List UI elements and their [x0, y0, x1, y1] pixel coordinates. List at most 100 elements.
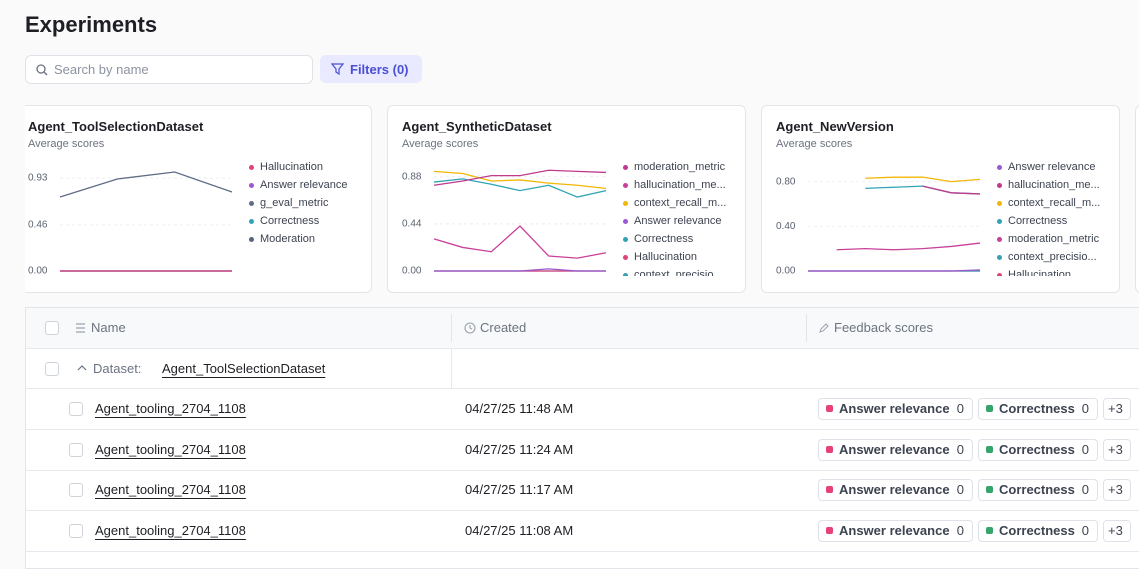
score-color	[986, 486, 993, 493]
column-header: Created	[480, 320, 527, 335]
collapse-caret[interactable]	[77, 364, 87, 372]
legend-label: Hallucination	[1008, 269, 1071, 276]
more-label: +3	[1108, 441, 1123, 457]
chart-subtitle: Average scores	[402, 138, 479, 150]
y-tick-label: 0.44	[402, 218, 422, 229]
score-name: Answer relevance	[839, 441, 950, 457]
legend: Hallucination Answer relevance g_eval_metr…	[248, 160, 368, 276]
table-row: Agent_tooling_2704_1108 04/27/25 11:24 AM…	[26, 430, 1139, 471]
more-label: +3	[1108, 482, 1123, 497]
y-tick-label: 0.40	[776, 221, 796, 232]
series-line	[433, 169, 607, 186]
more-scores[interactable]: +3	[1103, 398, 1131, 420]
checkbox[interactable]	[69, 442, 83, 457]
experiment-name[interactable]: Agent_tooling_2704_1108	[95, 441, 246, 457]
column-header: Name	[91, 320, 126, 335]
filters-button[interactable]: Filters (0)	[320, 55, 422, 83]
score-color	[826, 486, 833, 493]
series-line	[59, 171, 233, 198]
checkbox[interactable]	[69, 523, 83, 538]
more-scores[interactable]: +3	[1103, 519, 1131, 542]
chart-subtitle: Average scores	[28, 138, 105, 150]
score-chip: Answer relevance 0	[818, 438, 973, 461]
table-row: Agent_tooling_2704_1108 04/27/25 11:48 AM…	[26, 389, 1139, 430]
score-color	[986, 445, 993, 453]
score-color	[826, 526, 833, 534]
series-line	[865, 176, 981, 183]
legend-label: g_eval_metric	[260, 197, 329, 209]
legend-marker	[997, 183, 1002, 188]
score-color	[986, 526, 993, 534]
score-value: 0	[1081, 441, 1089, 457]
score-value: 0	[956, 522, 964, 538]
score-chip: Answer relevance 0	[818, 479, 973, 501]
score-value: 0	[956, 401, 964, 416]
search-input[interactable]: Search by name	[25, 55, 313, 84]
legend: moderation_metric hallucination_me... cont…	[622, 160, 742, 276]
y-tick-label: 0.00	[28, 266, 48, 277]
table-header: Name Created Feedback scores	[26, 308, 1139, 349]
legend-marker	[623, 255, 628, 260]
more-scores[interactable]: +3	[1103, 479, 1131, 501]
legend-label: Hallucination	[260, 161, 323, 173]
series-line	[922, 185, 981, 195]
checkbox[interactable]	[45, 321, 59, 335]
group-row: Dataset: Agent_ToolSelectionDataset	[26, 349, 1139, 389]
experiment-name[interactable]: Agent_tooling_2704_1108	[95, 522, 246, 538]
y-tick-label: 0.88	[402, 171, 422, 182]
legend-label: Answer relevance	[634, 215, 722, 227]
chart-subtitle: Average scores	[776, 138, 853, 150]
more-scores[interactable]: +3	[1103, 438, 1131, 461]
score-chip: Correctness 0	[978, 519, 1098, 542]
score-chip: Correctness 0	[978, 398, 1098, 420]
created-date: 04/27/25 11:48 AM	[465, 401, 574, 416]
group-value[interactable]: Agent_ToolSelectionDataset	[162, 361, 326, 376]
score-value: 0	[1081, 401, 1089, 416]
series-line	[433, 170, 607, 190]
score-value: 0	[956, 482, 964, 497]
legend-label: Correctness	[634, 233, 694, 245]
series-line	[433, 178, 607, 198]
table-row: Agent_tooling_2704_1108 04/27/25 11:08 AM…	[26, 511, 1139, 552]
score-name: Correctness	[999, 401, 1075, 416]
legend-marker	[997, 201, 1002, 206]
legend-label: Correctness	[1008, 215, 1068, 227]
list-icon	[76, 323, 85, 333]
pencil-icon	[819, 323, 829, 333]
chart-card: Agent_NewVersion Average scores 0.00 0.40 0.…	[761, 105, 1120, 293]
legend-marker	[997, 219, 1002, 224]
search-placeholder: Search by name	[54, 62, 149, 77]
checkbox[interactable]	[45, 362, 59, 376]
score-chip: Answer relevance 0	[818, 398, 973, 420]
chart-card	[1135, 105, 1139, 293]
legend-marker	[997, 255, 1002, 260]
created-date: 04/27/25 11:24 AM	[465, 441, 574, 457]
legend-label: Hallucination	[634, 251, 697, 263]
legend-marker	[623, 183, 628, 188]
legend-label: moderation_metric	[634, 161, 726, 173]
legend-marker	[997, 273, 1002, 276]
score-value: 0	[1081, 482, 1089, 497]
score-color	[986, 405, 993, 412]
column-header: Feedback scores	[834, 320, 933, 335]
score-color	[826, 405, 833, 412]
checkbox[interactable]	[69, 483, 83, 497]
legend-label: context_precisio...	[1008, 251, 1097, 263]
clock-icon	[464, 322, 476, 334]
legend-marker	[623, 201, 628, 206]
filters-label: Filters (0)	[350, 62, 409, 77]
created-date: 04/27/25 11:08 AM	[465, 522, 574, 538]
score-value: 0	[956, 441, 964, 457]
experiment-name[interactable]: Agent_tooling_2704_1108	[95, 482, 246, 497]
experiment-name[interactable]: Agent_tooling_2704_1108	[95, 401, 246, 416]
search-icon	[36, 64, 48, 76]
score-name: Correctness	[999, 482, 1075, 497]
legend-marker	[623, 219, 628, 224]
score-value: 0	[1081, 522, 1089, 538]
chart-title: Agent_ToolSelectionDataset	[28, 119, 204, 134]
legend-label: Answer relevance	[260, 179, 348, 191]
page-title: Experiments	[25, 12, 158, 37]
chart-title: Agent_NewVersion	[776, 119, 894, 134]
chart-plot: 0.00 0.46 0.93	[28, 171, 233, 277]
checkbox[interactable]	[69, 402, 83, 416]
